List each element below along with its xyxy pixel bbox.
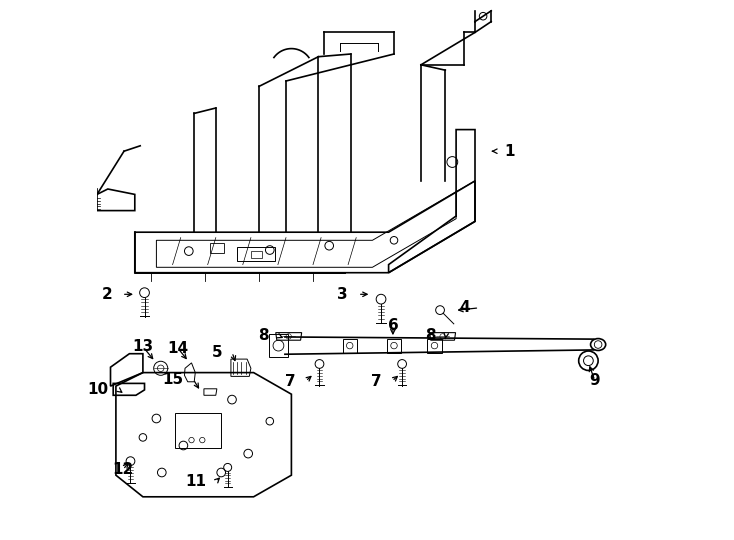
Text: 6: 6 (388, 318, 399, 333)
Text: 7: 7 (285, 374, 296, 389)
Bar (343, 339, 357, 353)
Bar (175, 413, 221, 448)
Text: 12: 12 (112, 462, 134, 477)
Text: 7: 7 (371, 374, 382, 389)
Text: 13: 13 (132, 339, 153, 354)
Bar (251, 251, 262, 258)
Text: 14: 14 (167, 341, 189, 356)
Text: 11: 11 (185, 474, 206, 489)
Text: 8: 8 (426, 328, 436, 343)
Text: 5: 5 (211, 345, 222, 360)
Text: 9: 9 (589, 373, 600, 388)
Text: 3: 3 (338, 287, 348, 302)
Bar (237, 247, 275, 261)
Bar (211, 243, 224, 253)
Text: 4: 4 (459, 300, 470, 315)
Bar (269, 334, 288, 357)
Bar (387, 339, 401, 353)
Bar (427, 339, 442, 353)
Text: 1: 1 (505, 144, 515, 159)
Text: 8: 8 (258, 328, 269, 343)
Text: 15: 15 (162, 372, 184, 387)
Text: 10: 10 (88, 382, 109, 397)
Text: 2: 2 (101, 287, 112, 302)
